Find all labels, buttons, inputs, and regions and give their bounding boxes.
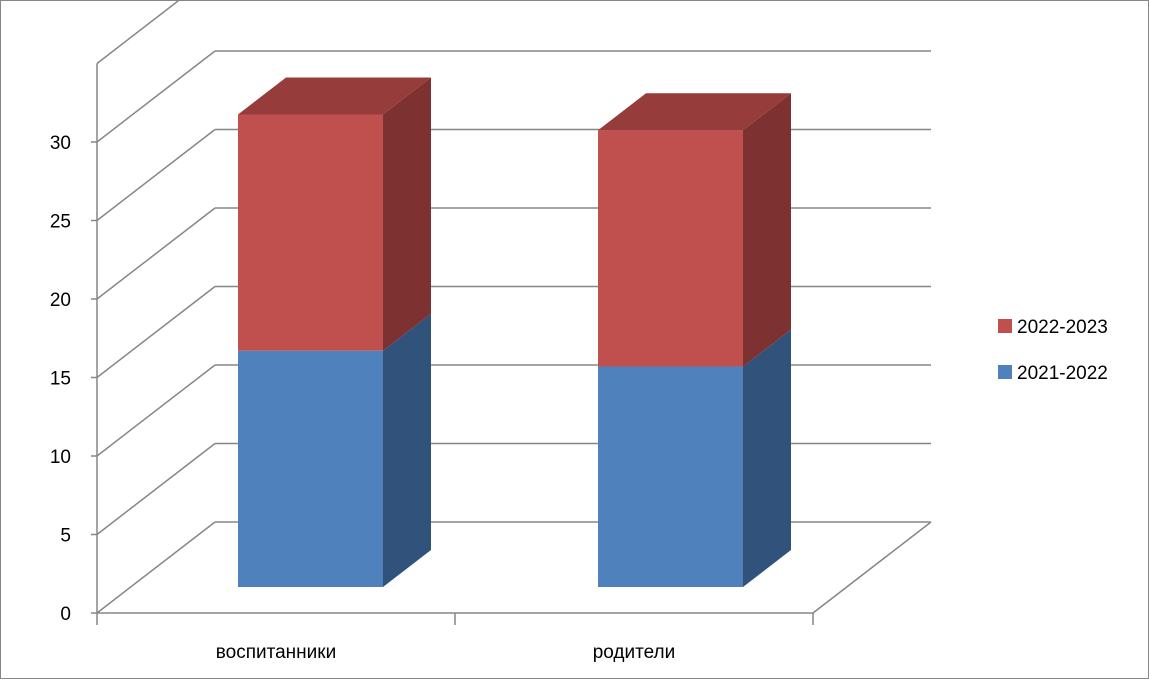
y-tick-label: 30: [50, 133, 71, 154]
bar-side-2021-2022-воспитанники: [383, 313, 431, 587]
gridline-diagonal: [96, 285, 216, 379]
grid-lines: [91, 1, 931, 625]
legend-label-2021-2022: 2021-2022: [1017, 363, 1108, 384]
bar-top-воспитанники: [238, 77, 431, 115]
bar-side-2021-2022-родители: [743, 329, 791, 587]
gridline-diagonal: [96, 128, 216, 222]
gridline-diagonal: [96, 442, 216, 536]
legend-swatch-2021-2022: [998, 365, 1012, 379]
y-tick-label: 15: [50, 369, 71, 390]
gridline-diagonal: [96, 364, 216, 457]
gridline-diagonal: [96, 207, 216, 300]
bar-front-2021-2022-воспитанники: [238, 350, 383, 587]
y-tick-label: 20: [50, 290, 71, 311]
x-category-label: воспитанники: [216, 642, 336, 663]
chart-walls: [96, 63, 932, 614]
x-axis-category-labels: воспитанники родители: [216, 642, 675, 663]
gridline-diagonal: [96, 521, 216, 614]
bar-front-2022-2023-воспитанники: [238, 114, 383, 351]
bar-front-2021-2022-родители: [598, 366, 743, 587]
y-tick-label: 10: [50, 447, 71, 468]
legend-label-2022-2023: 2022-2023: [1017, 317, 1108, 338]
gridline-diagonal: [96, 50, 216, 143]
bar-front-2022-2023-родители: [598, 130, 743, 367]
legend: 2022-2023 2021-2022: [998, 317, 1108, 384]
y-tick-label: 5: [60, 526, 71, 547]
y-tick-label: 25: [50, 212, 71, 233]
bar-side-2022-2023-воспитанники: [383, 77, 431, 351]
y-axis-tick-labels: 0 5 10 15 20 25 30: [50, 133, 71, 625]
bars: [238, 77, 791, 587]
legend-swatch-2022-2023: [998, 319, 1012, 333]
bar-side-2022-2023-родители: [743, 93, 791, 367]
gridline-diagonal: [96, 1, 180, 65]
floor-right-edge: [812, 521, 932, 614]
bar-top-родители: [598, 93, 791, 131]
x-category-label: родители: [593, 642, 676, 663]
y-tick-label: 0: [60, 604, 71, 625]
